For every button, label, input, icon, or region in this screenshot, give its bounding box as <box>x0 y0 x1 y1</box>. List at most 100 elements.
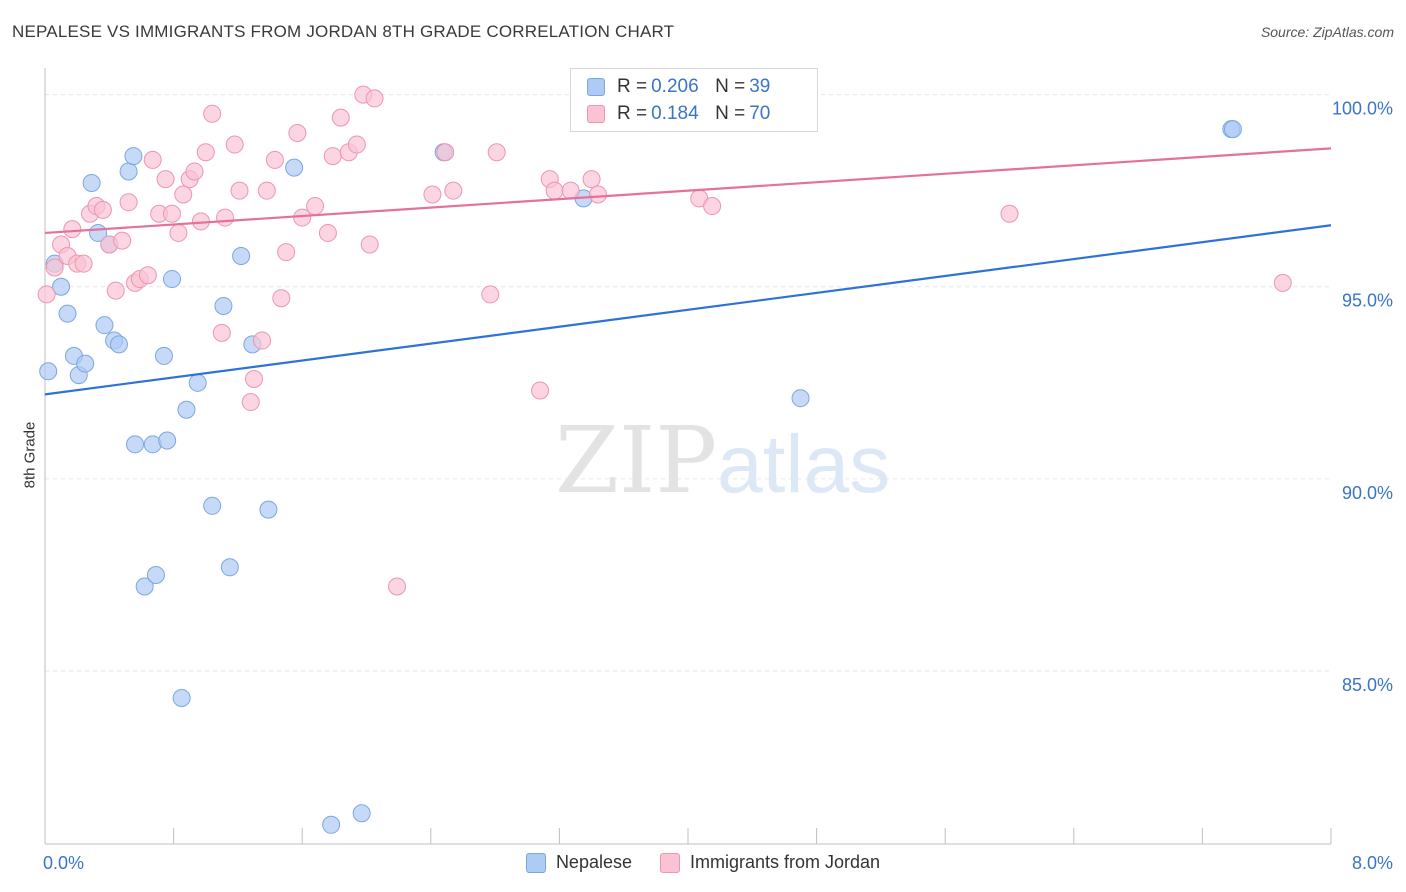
jordan-point <box>196 143 215 162</box>
nepalese-point <box>188 373 207 392</box>
nepalese-swatch <box>587 78 605 96</box>
jordan-point <box>113 231 132 250</box>
source-label: Source: ZipAtlas.com <box>1260 24 1394 40</box>
nepalese-point <box>1223 120 1242 139</box>
jordan-point <box>436 143 455 162</box>
nepalese-point <box>39 362 58 381</box>
nepalese-point <box>322 815 341 834</box>
jordan-swatch <box>587 105 605 123</box>
nepalese-point <box>259 500 278 519</box>
y-tick-label: 95.0% <box>1342 291 1393 311</box>
legend-label: Immigrants from Jordan <box>690 852 881 872</box>
gridlines <box>45 94 1331 672</box>
nepalese-point <box>52 277 71 296</box>
x-tick-label: 0.0% <box>43 853 84 873</box>
jordan-point <box>174 185 193 204</box>
jordan-point <box>347 135 366 154</box>
nepalese-point <box>232 247 251 265</box>
legend-item-nepalese[interactable]: Nepalese <box>525 852 632 873</box>
jordan-point <box>582 170 601 189</box>
nepalese-point <box>76 354 95 373</box>
jordan-point <box>561 181 580 200</box>
stats-row-nepalese: R = 0.206 N = 39 <box>587 75 770 99</box>
jordan-point <box>45 258 64 277</box>
jordan-point <box>253 331 272 350</box>
r-value: 0.206 <box>651 76 699 97</box>
r-label: R = <box>617 76 648 97</box>
jordan-point <box>106 281 125 300</box>
watermark-zip: ZIP <box>555 407 717 514</box>
jordan-point <box>288 124 307 143</box>
jordan-point <box>241 393 260 412</box>
jordan-point <box>1273 273 1292 292</box>
legend-item-jordan[interactable]: Immigrants from Jordan <box>660 852 880 873</box>
jordan-point <box>487 143 506 162</box>
nepalese-point <box>177 400 196 419</box>
jordan-point <box>185 162 204 181</box>
jordan-point <box>138 266 157 285</box>
watermark-atlas: atlas <box>717 419 890 510</box>
nepalese-point <box>214 296 233 315</box>
r-label: R = <box>617 103 648 124</box>
stats-row-jordan: R = 0.184 N = 70 <box>587 102 770 126</box>
legend: Nepalese Immigrants from Jordan <box>0 852 1406 873</box>
jordan-point <box>365 89 384 108</box>
jordan-point <box>588 185 607 204</box>
jordan-point <box>257 181 276 200</box>
jordan-point <box>212 323 231 342</box>
nepalese-point <box>135 577 154 596</box>
y-tick-label: 90.0% <box>1342 483 1393 503</box>
n-label: N = <box>715 103 746 124</box>
jordan-point <box>74 254 93 273</box>
nepalese-point <box>162 270 181 289</box>
jordan-point <box>143 150 162 169</box>
jordan-point <box>444 181 463 200</box>
jordan-point <box>423 185 442 204</box>
nepalese-trend-line <box>44 224 1332 396</box>
y-tick-label: 85.0% <box>1342 675 1393 695</box>
nepalese-point <box>203 496 222 515</box>
nepalese-point <box>58 304 77 323</box>
nepalese-point <box>172 688 191 707</box>
jordan-point <box>119 193 138 212</box>
stats-box: R = 0.206 N = 39 R = 0.184 N = 70 <box>570 68 818 132</box>
nepalese-swatch <box>525 852 546 873</box>
nepalese-point <box>119 162 138 181</box>
nepalese-point <box>158 431 177 450</box>
nepalese-point <box>109 335 128 354</box>
nepalese-point <box>124 147 143 166</box>
nepalese-point <box>82 173 101 192</box>
jordan-swatch <box>660 852 680 873</box>
tick-labels: 100.0% 95.0% 90.0% 85.0% 0.0% 8.0% <box>43 99 1393 873</box>
jordan-point <box>156 170 175 189</box>
nepalese-point <box>154 346 173 365</box>
jordan-point <box>360 235 379 254</box>
nepalese-point <box>146 565 165 584</box>
nepalese-point <box>95 316 114 335</box>
jordan-point <box>545 181 564 200</box>
y-tick-label: 100.0% <box>1332 99 1393 119</box>
nepalese-point <box>126 435 145 454</box>
jordan-point <box>318 223 337 242</box>
trend-lines <box>44 147 1332 396</box>
n-label: N = <box>715 76 746 97</box>
nepalese-point <box>791 389 810 408</box>
jordan-point <box>93 200 112 219</box>
x-tick-label: 8.0% <box>1352 853 1393 873</box>
jordan-point <box>37 285 56 304</box>
axes <box>44 68 1332 845</box>
nepalese-point <box>352 804 371 823</box>
jordan-point <box>225 135 244 154</box>
jordan-point <box>169 223 188 242</box>
jordan-point <box>277 243 296 262</box>
r-value: 0.184 <box>651 103 699 124</box>
jordan-point <box>323 147 342 166</box>
jordan-point <box>244 369 263 388</box>
jordan-trend-line <box>44 147 1332 235</box>
chart-title: NEPALESE VS IMMIGRANTS FROM JORDAN 8TH G… <box>12 22 675 41</box>
data-points <box>37 85 1292 834</box>
jordan-point <box>272 289 291 308</box>
jordan-point <box>162 204 181 223</box>
jordan-point <box>331 108 350 127</box>
